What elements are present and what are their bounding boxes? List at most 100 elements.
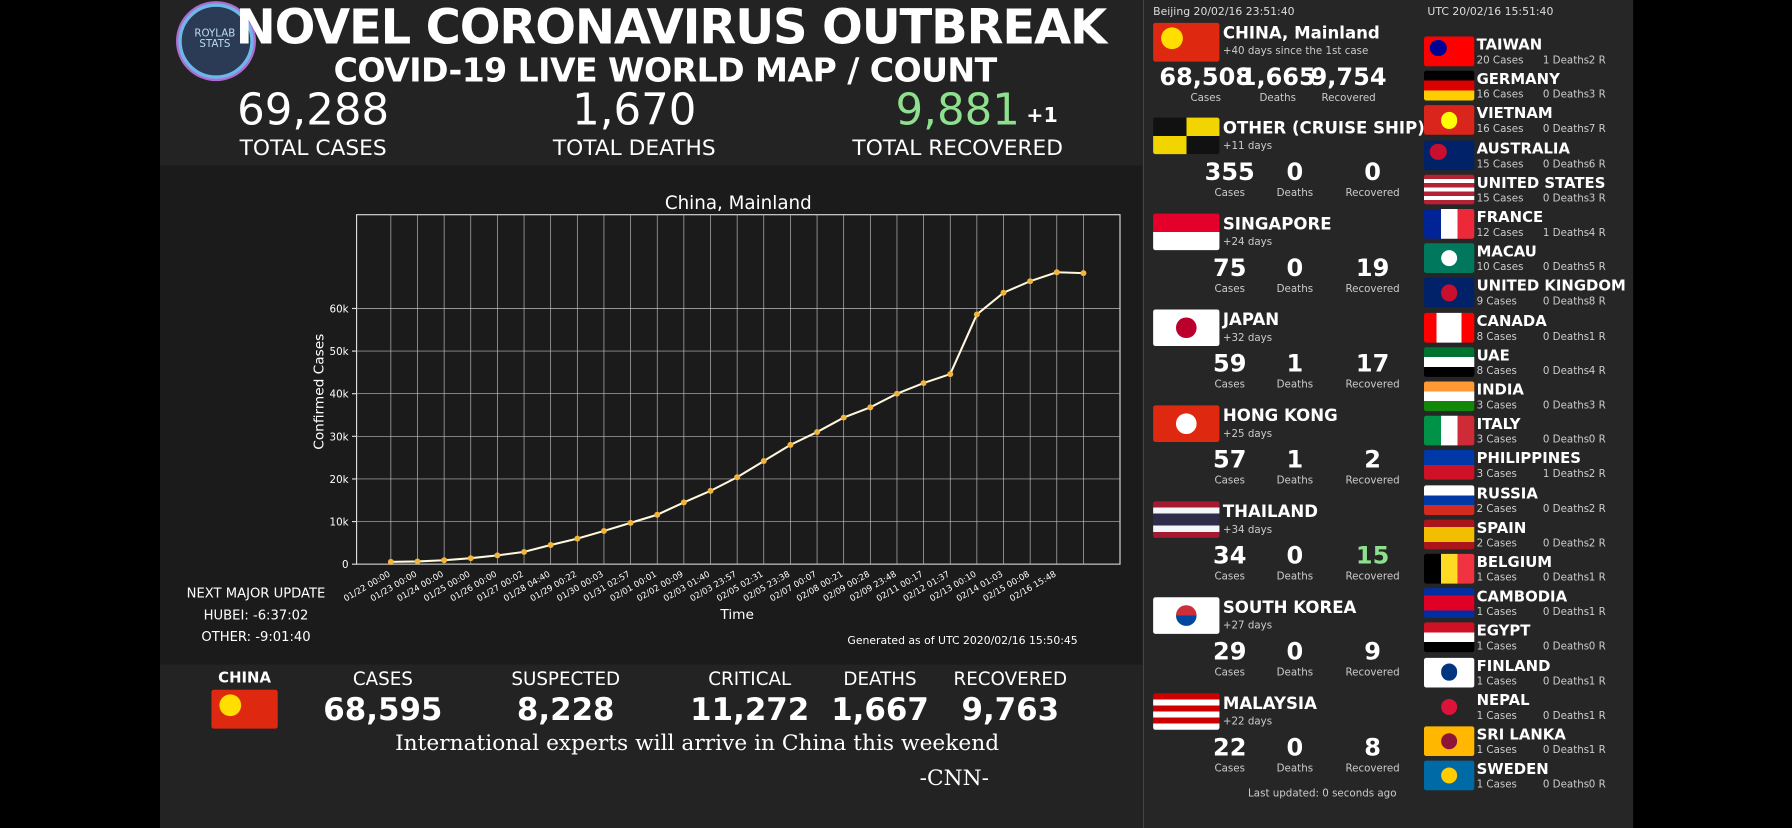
country-recovered: 3 R <box>1588 193 1606 205</box>
country-deaths: 0 Deaths <box>1542 400 1590 412</box>
point <box>494 552 501 559</box>
flag <box>1153 405 1220 442</box>
stat-value: 2 <box>1364 445 1381 474</box>
country-recovered: 2 R <box>1588 503 1606 516</box>
flag <box>1153 501 1220 538</box>
flag <box>1423 381 1475 412</box>
x-axis-label: Time <box>719 607 754 623</box>
country-cases: 3 Cases <box>1476 434 1517 447</box>
logo-text: ROYLAB STATS <box>194 28 236 51</box>
flag <box>1423 760 1475 791</box>
flag <box>1423 553 1475 584</box>
point <box>814 429 821 436</box>
country-name: UAE <box>1476 347 1510 365</box>
stat-label: Recovered <box>1345 379 1400 392</box>
stat-label: Recovered <box>1345 571 1400 584</box>
country-deaths: 0 Deaths <box>1542 158 1590 171</box>
stat-value: 29 <box>1213 637 1247 666</box>
point <box>654 511 661 518</box>
stat-value: 1 <box>1286 350 1304 378</box>
stat-value: 34 <box>1213 541 1247 570</box>
country-deaths: 1 Deaths <box>1542 469 1590 481</box>
country-deaths: 0 Deaths <box>1542 710 1590 723</box>
flag <box>1423 519 1475 550</box>
country-deaths: 1 Deaths <box>1542 227 1590 240</box>
clock: UTC 20/02/16 15:51:40 <box>1427 5 1554 19</box>
stat-label: Recovered <box>1345 667 1400 679</box>
stat-value: 0 <box>1286 254 1304 282</box>
country-name: JAPAN <box>1222 311 1280 330</box>
stat-label: Recovered <box>1345 283 1400 296</box>
country-days: +24 days <box>1222 236 1273 249</box>
country-name: SWEDEN <box>1476 761 1549 779</box>
flag <box>1423 657 1475 688</box>
country-recovered: 7 R <box>1588 124 1606 136</box>
country-name: TAIWAN <box>1476 37 1543 55</box>
flag <box>1424 692 1474 722</box>
stat-value: 1 <box>1286 445 1304 474</box>
country-name: SRI LANKA <box>1476 726 1566 745</box>
flag <box>1423 208 1475 239</box>
summary-label: CRITICAL <box>708 668 792 690</box>
stat-label: Deaths <box>1276 763 1314 775</box>
country-days: +32 days <box>1222 332 1273 345</box>
stat-value: 355 <box>1204 158 1255 186</box>
next-update-title: NEXT MAJOR UPDATE <box>186 585 326 602</box>
country-cases: 1 Cases <box>1476 572 1517 585</box>
flag-emblem <box>219 694 241 716</box>
point <box>1053 269 1060 276</box>
country-recovered: 1 R <box>1588 331 1606 343</box>
country-cases: 16 Cases <box>1476 89 1524 102</box>
flag <box>1423 174 1475 205</box>
flag <box>1423 450 1475 481</box>
country-name: NEPAL <box>1476 692 1530 710</box>
point <box>441 557 448 564</box>
y-tick-label: 0 <box>342 559 349 571</box>
stat-label: Cases <box>1214 283 1245 296</box>
flag <box>1423 36 1475 67</box>
stat-label: Cases <box>1214 571 1245 584</box>
country-name: BELGIUM <box>1476 554 1553 572</box>
country-deaths: 0 Deaths <box>1542 89 1590 102</box>
subtitle: COVID-19 LIVE WORLD MAP / COUNT <box>333 50 998 90</box>
total-value: 1,670 <box>572 84 697 135</box>
country-recovered: 1 R <box>1588 745 1606 757</box>
stat-label: Deaths <box>1276 475 1314 488</box>
y-tick-label: 10k <box>330 517 349 529</box>
country-deaths: 0 Deaths <box>1542 262 1590 274</box>
summary-value: 8,228 <box>516 692 615 729</box>
y-tick-label: 20k <box>330 474 349 486</box>
country-cases: 12 Cases <box>1476 227 1524 240</box>
chart-panel <box>159 165 1143 665</box>
country-recovered: 4 R <box>1588 365 1606 378</box>
country-deaths: 1 Deaths <box>1542 55 1590 67</box>
flag-emblem <box>1440 664 1458 681</box>
country-name: SINGAPORE <box>1222 215 1332 234</box>
country-name: EGYPT <box>1476 623 1531 641</box>
headline: International experts will arrive in Chi… <box>395 730 1000 756</box>
point <box>387 558 394 565</box>
country-name: MACAU <box>1476 244 1537 262</box>
country-name: SOUTH KOREA <box>1222 599 1357 618</box>
stat-label: Recovered <box>1345 475 1400 488</box>
country-recovered: 3 R <box>1588 400 1606 412</box>
stat-label: Recovered <box>1345 187 1400 200</box>
stat-value: 0 <box>1286 733 1304 762</box>
flag <box>1423 140 1475 170</box>
country-deaths: 0 Deaths <box>1542 745 1590 757</box>
y-tick-label: 40k <box>330 389 349 401</box>
flag-emblem <box>1176 413 1197 434</box>
country-name: HONG KONG <box>1222 407 1338 426</box>
stat-label: Deaths <box>1259 93 1296 105</box>
last-updated: Last updated: 0 seconds ago <box>1248 788 1397 801</box>
country-name: GERMANY <box>1476 71 1560 89</box>
country-name: OTHER (CRUISE SHIP) <box>1222 119 1425 138</box>
country-name: AUSTRALIA <box>1476 140 1570 158</box>
country-recovered: 0 R <box>1588 641 1606 654</box>
country-name: VIETNAM <box>1476 106 1553 124</box>
flag <box>1423 588 1475 619</box>
country-deaths: 0 Deaths <box>1542 193 1590 205</box>
stat-value: 1,665 <box>1239 63 1316 91</box>
stat-value: 22 <box>1213 733 1247 762</box>
